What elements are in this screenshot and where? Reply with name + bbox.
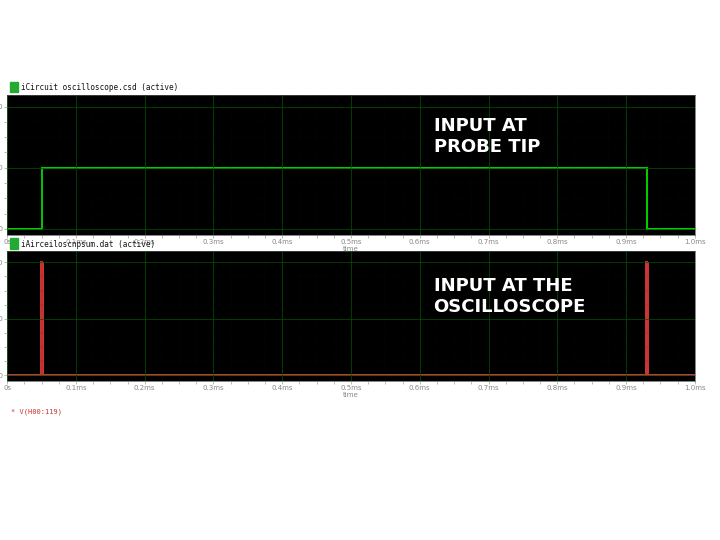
- X-axis label: time: time: [343, 392, 359, 399]
- Text: INPUT AT THE
OSCILLOSCOPE: INPUT AT THE OSCILLOSCOPE: [433, 277, 586, 316]
- Text: iCircuit oscilloscope.csd (active): iCircuit oscilloscope.csd (active): [21, 83, 179, 92]
- Text: * V(H00:119): * V(H00:119): [11, 408, 62, 415]
- Bar: [10, 238, 18, 249]
- Text: iAirceiloscnpsum.dat (active): iAirceiloscnpsum.dat (active): [21, 240, 155, 249]
- X-axis label: time: time: [343, 246, 359, 253]
- Bar: [10, 82, 18, 92]
- Text: * V(D2:1): * V(D2:1): [11, 261, 49, 267]
- Text: INPUT AT
PROBE TIP: INPUT AT PROBE TIP: [433, 117, 540, 156]
